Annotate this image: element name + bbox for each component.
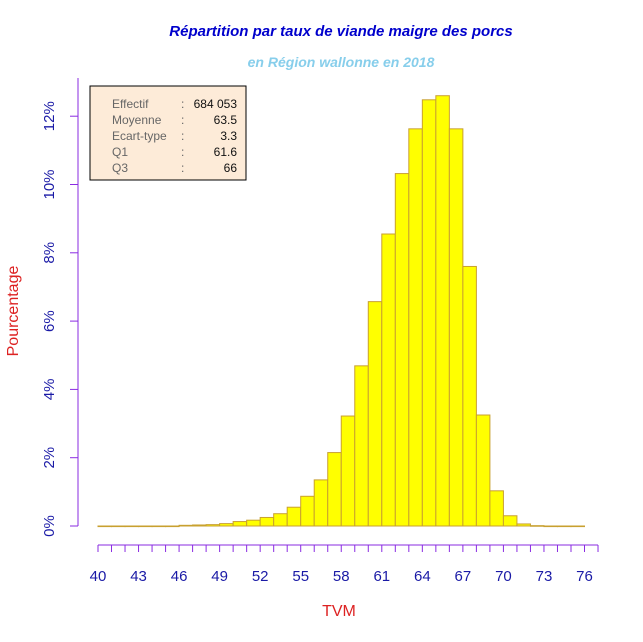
stat-label: Moyenne: [112, 113, 162, 127]
stat-value: 66: [224, 161, 238, 175]
summary-stats-rows: Effectif:684 053Moyenne:63.5Ecart-type:3…: [112, 97, 237, 175]
histogram-bar: [111, 525, 126, 528]
x-tick-label: 67: [455, 568, 472, 585]
histogram-bar: [516, 523, 531, 527]
histogram-bar: [394, 173, 410, 527]
histogram-bar: [246, 519, 261, 527]
histogram-bar: [556, 525, 572, 528]
y-axis-label: Pourcentage: [5, 266, 22, 357]
histogram-bar: [529, 525, 545, 527]
histogram-bar: [354, 365, 369, 527]
stat-value: 63.5: [214, 113, 238, 127]
x-tick-label: 55: [292, 568, 309, 585]
chart-subtitle: en Région wallonne en 2018: [248, 54, 435, 70]
y-tick-label: 2%: [41, 447, 58, 469]
histogram-bar: [367, 301, 383, 527]
histogram-bar: [151, 525, 167, 528]
x-tick-label: 73: [536, 568, 553, 585]
stat-separator: :: [181, 113, 184, 127]
stat-label: Effectif: [112, 97, 149, 111]
y-tick-label: 4%: [41, 379, 58, 401]
histogram-bar: [205, 524, 221, 527]
histogram-bar: [300, 495, 315, 527]
x-tick-label: 70: [495, 568, 512, 585]
histogram-bar: [340, 415, 356, 527]
stat-label: Q1: [112, 145, 128, 159]
histogram-bar: [381, 233, 396, 527]
histogram-bar: [408, 128, 423, 527]
x-tick-label: 76: [576, 568, 593, 585]
histogram-bar: [327, 452, 342, 527]
x-tick-label: 46: [171, 568, 188, 585]
histogram-bar: [435, 95, 450, 527]
y-tick-label: 10%: [41, 169, 58, 199]
x-tick-label: 43: [130, 568, 147, 585]
summary-stats-background: [89, 85, 247, 181]
histogram-bar: [232, 521, 248, 527]
histogram-bar: [97, 525, 113, 528]
y-tick-label: 12%: [41, 101, 58, 131]
x-tick-label: 64: [414, 568, 431, 585]
x-axis: 40 43 46 49 52 55 58 61 64 67 70 73 76: [90, 544, 599, 585]
histogram-bar: [259, 516, 275, 527]
stat-label: Ecart-type: [112, 129, 167, 143]
stat-value: 61.6: [214, 145, 238, 159]
histogram-bar: [273, 513, 288, 527]
histogram-bar: [421, 99, 437, 527]
summary-stats-box: Effectif:684 053Moyenne:63.5Ecart-type:3…: [89, 85, 247, 181]
histogram-bar: [178, 524, 194, 527]
stat-separator: :: [181, 145, 184, 159]
histogram-bar: [462, 265, 477, 527]
y-tick-label: 8%: [41, 242, 58, 264]
histogram-bar: [448, 128, 464, 527]
histogram-bar: [124, 525, 140, 528]
x-tick-label: 40: [90, 568, 107, 585]
chart-title: Répartition par taux de viande maigre de…: [169, 23, 512, 40]
x-tick-label: 49: [211, 568, 228, 585]
stat-value: 3.3: [220, 129, 237, 143]
stat-separator: :: [181, 97, 184, 111]
bars-group: [97, 95, 586, 528]
histogram-bar: [165, 525, 180, 528]
stat-separator: :: [181, 161, 184, 175]
x-tick-label: 52: [252, 568, 269, 585]
histogram-bar: [192, 524, 207, 527]
histogram-bar: [502, 515, 518, 527]
histogram-bar: [543, 525, 558, 528]
histogram-bar: [219, 523, 234, 527]
y-tick-label: 0%: [41, 515, 58, 537]
histogram-bar: [570, 525, 586, 528]
histogram-bar: [313, 479, 329, 527]
stat-value: 684 053: [194, 97, 238, 111]
y-tick-label: 6%: [41, 310, 58, 332]
x-tick-label: 58: [333, 568, 350, 585]
stat-label: Q3: [112, 161, 128, 175]
histogram-bar: [138, 525, 153, 528]
histogram-bar: [489, 490, 504, 527]
x-tick-label: 61: [373, 568, 390, 585]
histogram-bar: [475, 414, 491, 527]
histogram-bar: [286, 506, 302, 527]
x-axis-label: TVM: [322, 603, 356, 620]
stat-separator: :: [181, 129, 184, 143]
y-axis: 0% 2% 4% 6% 8% 10% 12%: [41, 78, 79, 537]
